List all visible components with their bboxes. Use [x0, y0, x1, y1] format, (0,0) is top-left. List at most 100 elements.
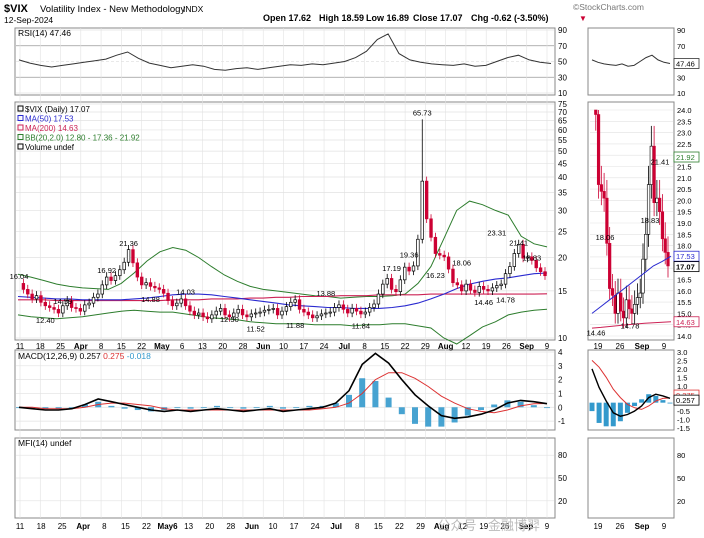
- zoom-x-label-bottom: 26: [616, 522, 625, 531]
- zoom-tick-label: 20.0: [677, 196, 692, 205]
- zoom-tick-label: 20.5: [677, 185, 692, 194]
- candle-body: [429, 218, 433, 238]
- candle-body: [403, 266, 407, 281]
- zoom-candle-body: [624, 299, 628, 319]
- legend-entry: Volume undef: [25, 143, 75, 152]
- zoom-candle-body: [633, 304, 637, 314]
- candle-body: [197, 312, 201, 316]
- candle-body: [328, 311, 332, 314]
- candle-body: [271, 308, 275, 310]
- price-annotation: 21.36: [119, 239, 138, 248]
- watermark: 公众号 · 金融博羿: [437, 518, 540, 533]
- zoom-tick-label: 23.0: [677, 129, 692, 138]
- mfi-tick-label: 50: [558, 474, 567, 483]
- zoom-macd-tick: 1.0: [677, 382, 687, 391]
- candle-body: [477, 286, 481, 293]
- candle-body: [311, 314, 315, 319]
- macd-histogram-bar: [134, 407, 141, 411]
- candle-body: [166, 292, 170, 301]
- zoom-x-label-mid: 9: [662, 342, 667, 351]
- candle-body: [183, 298, 188, 307]
- x-axis-label-bottom: Aug: [434, 522, 450, 531]
- candle-body: [83, 304, 87, 312]
- candle-body: [372, 303, 376, 308]
- zoom-value-box: [673, 316, 700, 328]
- macd-panel-frame: [14, 349, 556, 431]
- candle-body: [499, 283, 503, 286]
- macd-histogram-bar: [187, 407, 194, 409]
- x-axis-label-mid: 22: [401, 342, 410, 351]
- zoom-tick-label: 16.5: [677, 276, 692, 285]
- candle-body: [398, 279, 403, 293]
- macd-histogram-bar: [530, 405, 537, 408]
- zoom-mfi-tick: 80: [677, 451, 685, 460]
- macd-prefix: MACD(12,26,9): [18, 351, 77, 361]
- price-annotation: 18.83: [522, 254, 541, 263]
- candle-body: [236, 308, 240, 314]
- macd-histogram-bar: [42, 407, 49, 409]
- zoom-candle-body: [605, 197, 609, 244]
- candle-body: [521, 243, 525, 259]
- candle-body: [525, 256, 530, 259]
- zoom-value-box: [673, 261, 700, 273]
- zoom-candle-body: [599, 184, 603, 192]
- zoom-x-label-bottom: Sep: [635, 522, 650, 531]
- price-tick-label: 25: [558, 228, 567, 237]
- price-annotation: 18.06: [452, 258, 471, 267]
- hist-value: -0.018: [127, 351, 151, 361]
- x-axis-label-mid: 13: [198, 342, 207, 351]
- candle-body: [34, 295, 39, 300]
- legend-entry: BB(20,2.0) 12.80 - 17.36 - 21.92: [25, 134, 140, 143]
- candle-body: [346, 308, 350, 314]
- zoom-ma50-line: [591, 255, 672, 314]
- x-axis-label-mid: 12: [461, 342, 470, 351]
- candle-body: [275, 308, 280, 316]
- candle-body: [104, 276, 109, 286]
- x-axis-label-bottom: 8: [355, 522, 360, 531]
- zoom-macd-box: [673, 394, 700, 406]
- candle-body: [214, 310, 218, 316]
- macd-histogram-bar: [491, 404, 498, 408]
- zoom-macd-histogram-bar: [639, 399, 645, 403]
- macd-layer: [16, 352, 550, 427]
- zoom-macd-histogram-bar: [624, 402, 630, 413]
- x-axis-label-mid: 6: [180, 342, 185, 351]
- candle-body: [249, 313, 253, 318]
- zoom-tick-label: 18.0: [677, 242, 692, 251]
- legend-swatch: [17, 143, 24, 150]
- zoom-x-label-mid: 26: [616, 342, 625, 351]
- candle-body: [438, 253, 442, 256]
- zoom-rsi-box: [673, 58, 700, 69]
- macd-signal-line: [19, 372, 548, 414]
- x-axis-label-bottom: 22: [142, 522, 151, 531]
- change-value: Chg -0.62 (-3.50%): [471, 13, 549, 23]
- macd-histogram-bar: [359, 378, 366, 408]
- zoom-macd-tick: -1.0: [677, 416, 690, 425]
- zoom-mfi-tick: 50: [677, 474, 685, 483]
- candle-body: [267, 308, 271, 311]
- macd-histogram-bar: [517, 401, 524, 408]
- candle-body: [416, 238, 420, 267]
- macd-histogram-bar: [174, 407, 181, 409]
- candle-body: [192, 310, 197, 316]
- price-annotation: 12.50: [220, 315, 239, 324]
- x-axis-label-bottom: Jul: [330, 522, 342, 531]
- price-tick-label: 70: [558, 108, 567, 117]
- price-annotation: 65.73: [413, 108, 432, 117]
- index-name: Volatility Index - New Methodology: [40, 4, 185, 15]
- price-annotation: 14.03: [176, 288, 195, 297]
- candle-body: [109, 276, 113, 281]
- candle-body: [446, 256, 451, 270]
- x-axis-label-mid: Apr: [74, 342, 88, 351]
- zoom-annotation: 14.46: [587, 329, 606, 338]
- zoom-x-label-mid: Sep: [635, 342, 650, 351]
- zoom-candle-body: [602, 191, 606, 199]
- macd-tick-label: -1: [558, 417, 566, 426]
- mfi-label: MFI(14) undef: [18, 438, 72, 448]
- candle-body: [170, 300, 175, 307]
- macd-histogram-bar: [266, 405, 273, 408]
- candle-body: [530, 256, 534, 261]
- candle-body: [464, 283, 468, 292]
- macd-histogram-bar: [82, 404, 88, 408]
